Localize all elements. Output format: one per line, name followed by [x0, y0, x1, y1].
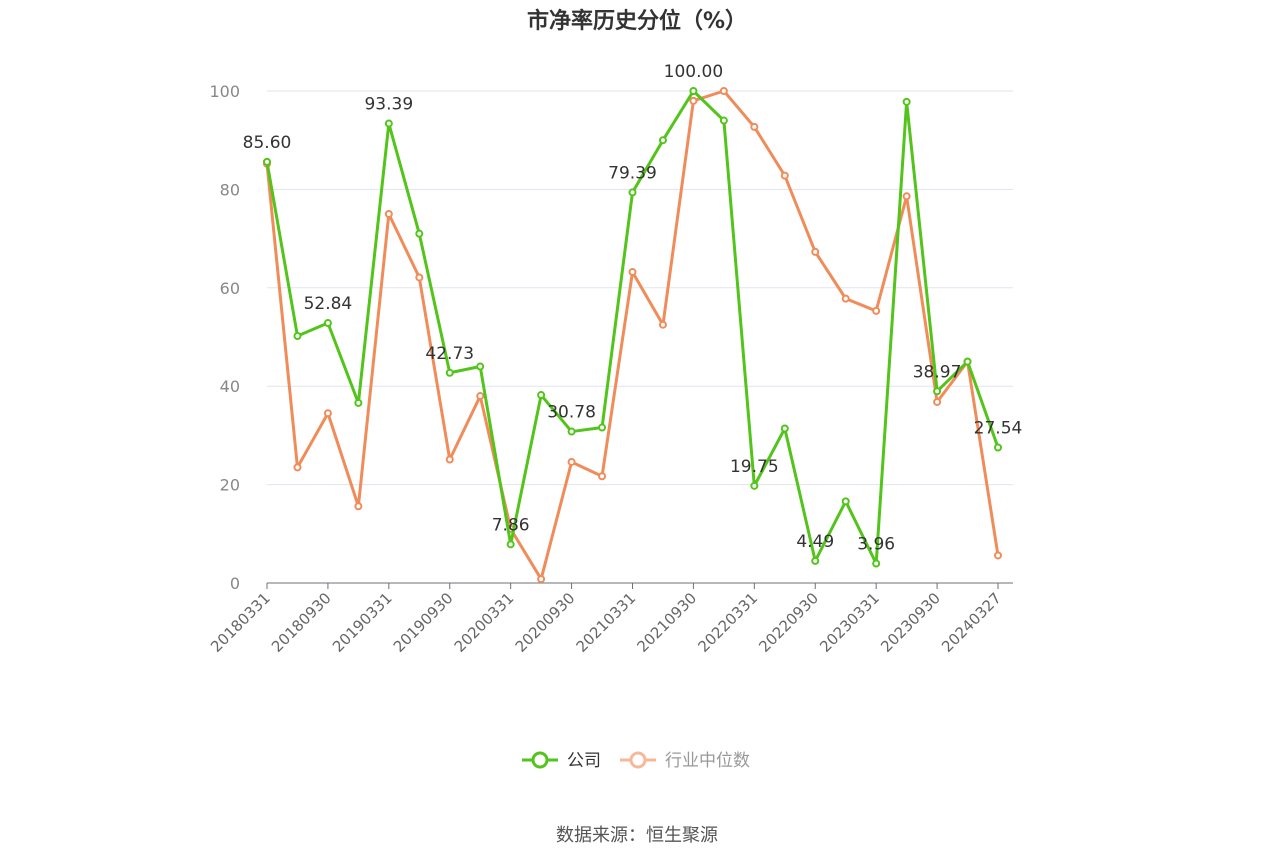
data-label: 27.54 [974, 419, 1023, 439]
data-point [415, 273, 424, 282]
data-point [841, 497, 850, 506]
legend-item-label: 公司 [567, 751, 601, 771]
data-label: 30.78 [547, 403, 596, 423]
x-tick-label: 20190930 [390, 589, 457, 656]
data-point [689, 96, 698, 105]
y-tick-label: 40 [220, 377, 240, 396]
data-point [323, 319, 332, 328]
data-point [780, 424, 789, 433]
data-point [476, 392, 485, 401]
data-point [323, 409, 332, 418]
data-point [598, 423, 607, 432]
data-label: 52.84 [304, 294, 353, 314]
data-label: 38.97 [913, 362, 962, 382]
x-axis: 2018033120180930201903312019093020200331… [207, 582, 1013, 656]
data-point [354, 502, 363, 511]
data-point [811, 556, 820, 565]
data-point [872, 306, 881, 315]
legend-marker [531, 751, 549, 769]
data-point [354, 398, 363, 407]
data-point [293, 463, 302, 472]
data-label: 100.00 [664, 62, 723, 82]
x-tick-label: 20190331 [329, 589, 396, 656]
data-point [415, 229, 424, 238]
data-point [476, 362, 485, 371]
data-point [263, 157, 271, 166]
y-tick-label: 60 [220, 279, 240, 298]
data-point [933, 397, 942, 406]
data-point [567, 457, 576, 466]
data-point [384, 119, 393, 128]
x-tick-label: 20230930 [877, 589, 944, 656]
data-point [841, 294, 850, 303]
data-label: 93.39 [364, 95, 413, 115]
x-tick-label: 20180930 [268, 589, 335, 656]
x-tick-label: 20200930 [512, 589, 579, 656]
data-point [750, 481, 759, 490]
data-point [506, 540, 515, 549]
data-label: 79.39 [608, 163, 657, 183]
data-point [780, 171, 789, 180]
data-label: 19.75 [730, 457, 779, 477]
x-tick-label: 20210930 [634, 589, 701, 656]
x-tick-label: 20200331 [451, 589, 518, 656]
x-tick-label: 20230331 [816, 589, 883, 656]
data-label: 42.73 [425, 344, 474, 364]
data-point [902, 192, 911, 201]
data-point [872, 559, 881, 568]
y-axis: 0 20 40 60 80 100 [209, 82, 240, 593]
x-tick-label: 20220930 [755, 589, 822, 656]
data-point [537, 391, 546, 400]
data-labels: 85.60 52.84 93.39 42.73 7.86 30.78 79.39 100.00… [243, 62, 1023, 555]
data-point [750, 122, 759, 131]
data-point [598, 472, 607, 481]
data-label: 3.96 [857, 535, 895, 555]
y-tick-label: 80 [220, 180, 240, 199]
data-point [902, 97, 911, 106]
data-point [628, 268, 637, 277]
x-tick-label: 20210331 [573, 589, 640, 656]
x-tick-label: 20240327 [938, 589, 1005, 656]
data-point [445, 368, 454, 377]
y-tick-label: 0 [230, 574, 240, 593]
data-point [384, 210, 393, 218]
series-group [263, 87, 1002, 584]
data-point [445, 455, 454, 464]
x-tick-label: 20220331 [694, 589, 761, 656]
legend-item-label: 行业中位数 [665, 751, 750, 771]
data-point [811, 247, 820, 256]
data-label: 4.49 [796, 532, 834, 552]
data-point [719, 87, 728, 95]
data-point [689, 87, 698, 95]
data-point [719, 116, 728, 125]
data-source: 数据来源：恒生聚源 [556, 825, 718, 846]
legend[interactable]: 公司 行业中位数 [522, 751, 750, 771]
data-point [963, 357, 972, 366]
data-label: 7.86 [492, 515, 530, 535]
data-point [567, 427, 576, 436]
data-point [994, 443, 1002, 452]
data-point [658, 320, 667, 329]
data-point [628, 188, 637, 197]
data-label: 85.60 [243, 133, 292, 153]
data-point [537, 575, 546, 584]
x-tick-label: 20180331 [207, 589, 274, 656]
legend-marker [629, 751, 647, 769]
data-point [293, 332, 302, 341]
y-tick-label: 100 [209, 82, 240, 101]
data-point [994, 551, 1002, 560]
chart-title: 市净率历史分位（%） [527, 8, 747, 34]
y-tick-label: 20 [220, 476, 240, 495]
data-point [658, 136, 667, 145]
data-point [933, 387, 942, 396]
